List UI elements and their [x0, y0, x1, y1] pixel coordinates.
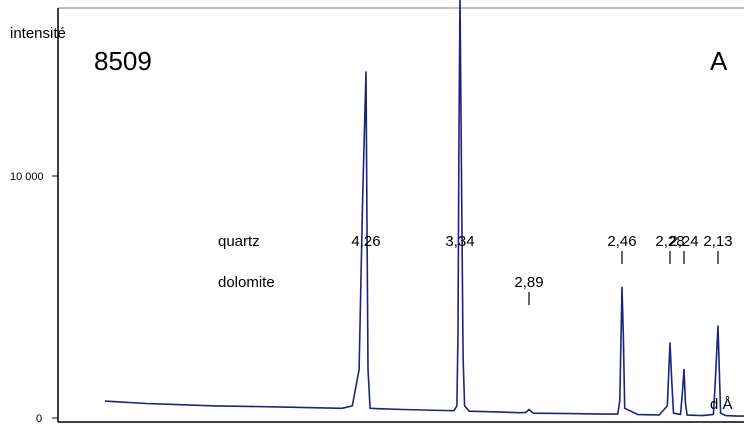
- plot-frame: [57, 7, 744, 423]
- panel-label: A: [710, 46, 728, 76]
- quartz-peak-label: 2,46: [607, 233, 636, 250]
- y-axis-label: intensité: [10, 25, 66, 42]
- quartz-label: quartz: [218, 233, 260, 250]
- dolomite-label: dolomite: [218, 274, 275, 291]
- quartz-peak-label: 3,34: [445, 233, 474, 250]
- quartz-peak-label: 2,13: [703, 233, 732, 250]
- y-tick-label: 0: [36, 413, 42, 425]
- quartz-peak-label: 2,24: [669, 233, 698, 250]
- y-tick-label: 10 000: [10, 171, 44, 183]
- dolomite-peak-label: 2,89: [514, 274, 543, 291]
- quartz-peak-label: 4,26: [351, 233, 380, 250]
- series-layer: [104, 0, 744, 417]
- quartz-peak-label: 2,28: [655, 233, 684, 250]
- y-ticks: 0 10 000: [10, 171, 58, 425]
- chart-title: 8509: [94, 46, 152, 76]
- x-axis-label: d Å: [710, 396, 733, 413]
- peak-annotations: quartz 4,26 3,34 2,46 2,282,24 2,13 dolomite 2,…: [218, 233, 733, 305]
- diffractogram-line: [104, 0, 744, 417]
